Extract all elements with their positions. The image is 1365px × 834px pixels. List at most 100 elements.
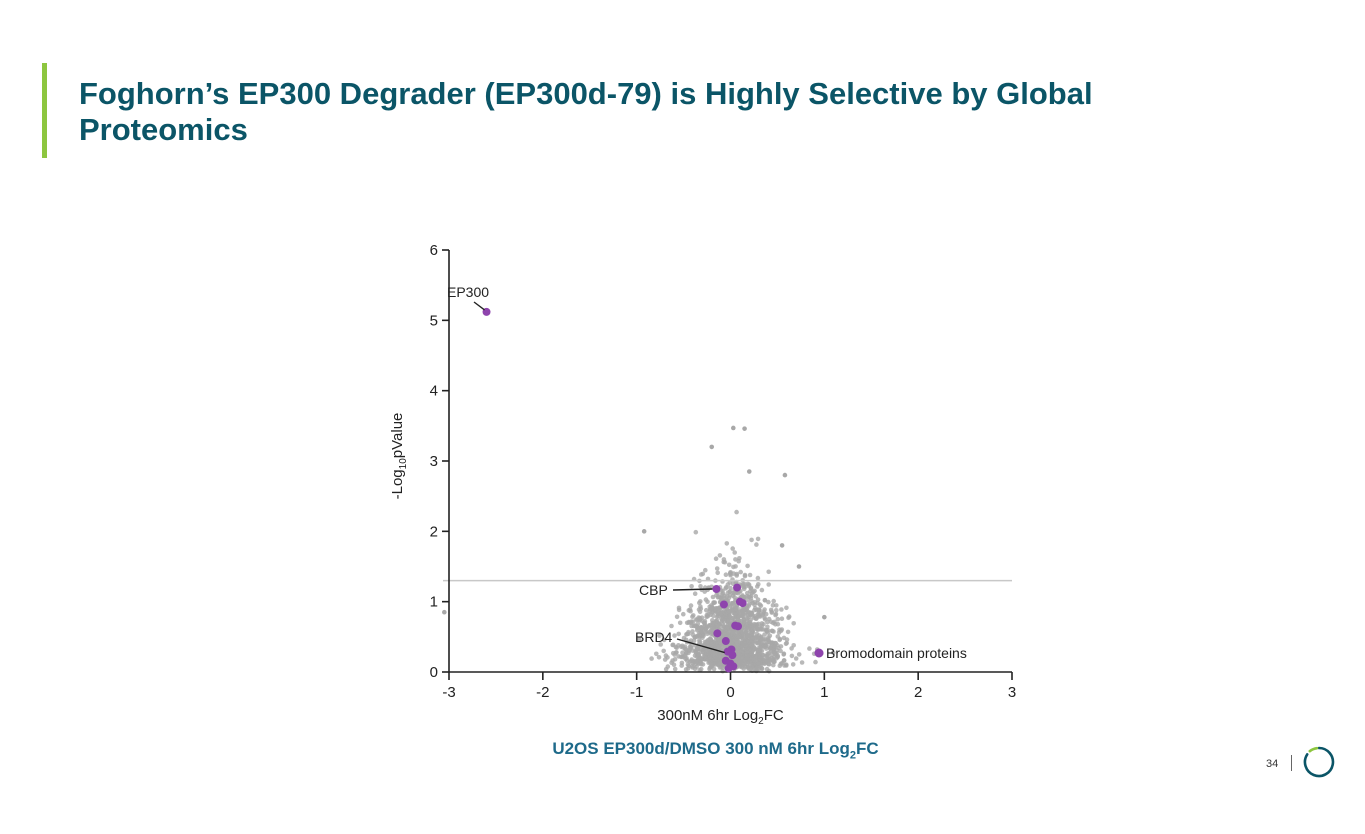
background-point <box>736 614 741 619</box>
background-point <box>713 556 719 561</box>
background-point <box>717 644 722 649</box>
background-point <box>707 604 712 610</box>
background-point <box>694 659 700 664</box>
y-tick-label: 3 <box>430 453 438 470</box>
bromodomain-point <box>724 664 733 673</box>
background-point <box>702 639 708 645</box>
background-point <box>758 638 763 644</box>
background-point <box>685 662 691 667</box>
background-point <box>734 633 740 639</box>
background-point <box>677 620 683 626</box>
background-point <box>765 619 770 625</box>
background-point <box>704 607 709 613</box>
background-point <box>779 627 785 632</box>
background-point <box>714 658 719 664</box>
background-point <box>692 666 698 671</box>
background-point <box>715 570 720 576</box>
background-point <box>752 588 757 594</box>
background-point <box>763 611 769 617</box>
background-point <box>717 656 723 662</box>
background-point <box>770 603 776 608</box>
background-point <box>715 595 721 600</box>
background-point <box>756 655 762 661</box>
background-point <box>774 648 780 653</box>
background-point <box>699 615 705 620</box>
background-point <box>714 651 720 657</box>
background-point <box>703 567 708 573</box>
background-point <box>649 656 654 661</box>
bromodomain-point <box>712 585 721 594</box>
background-point <box>692 623 698 628</box>
background-point <box>687 607 693 612</box>
background-point <box>724 585 729 590</box>
background-point <box>740 609 746 615</box>
y-tick-label: 0 <box>430 664 438 681</box>
background-point <box>755 575 761 581</box>
background-point <box>669 623 674 629</box>
background-point <box>717 553 723 558</box>
background-point <box>719 616 724 621</box>
background-point <box>755 584 760 589</box>
background-point <box>694 628 700 633</box>
background-point <box>696 645 701 650</box>
background-point <box>745 597 750 602</box>
legend-marker <box>814 648 824 658</box>
background-point <box>714 614 720 620</box>
background-point <box>756 661 761 666</box>
background-point <box>697 638 702 643</box>
x-tick-label: -3 <box>442 684 455 701</box>
background-point <box>791 621 796 626</box>
background-point <box>727 580 733 585</box>
background-point <box>709 657 714 663</box>
background-point <box>713 640 719 646</box>
background-point <box>779 607 784 612</box>
background-point <box>699 625 704 630</box>
y-tick-label: 6 <box>430 242 438 259</box>
background-point <box>676 605 682 611</box>
background-point <box>783 641 789 647</box>
x-tick-label: 1 <box>820 684 828 701</box>
background-point <box>745 563 750 569</box>
background-point <box>735 650 741 656</box>
background-point <box>734 644 739 650</box>
y-tick-label: 4 <box>430 383 438 400</box>
outlier-point <box>746 469 752 474</box>
background-point <box>762 598 768 603</box>
background-point <box>758 603 764 609</box>
background-point <box>781 652 786 657</box>
background-point <box>755 536 761 542</box>
background-point <box>694 633 700 639</box>
background-point <box>745 653 751 658</box>
background-point <box>730 604 735 610</box>
x-tick-label: 0 <box>726 684 734 701</box>
background-point <box>657 633 662 639</box>
outlier-point <box>822 614 827 620</box>
caption-tail: FC <box>856 739 879 758</box>
background-point <box>755 635 761 641</box>
background-point <box>693 529 699 535</box>
annotation-leader-line <box>473 301 485 311</box>
background-point <box>765 637 770 642</box>
background-point <box>796 652 802 657</box>
background-point <box>678 654 684 660</box>
background-point <box>719 592 725 597</box>
background-point <box>654 651 659 657</box>
background-point <box>766 599 771 605</box>
background-point <box>730 616 736 621</box>
y-tick-label: 5 <box>430 312 438 329</box>
outlier-point <box>731 425 736 431</box>
outlier-point <box>742 426 747 431</box>
annotation-label: CBP <box>639 582 668 598</box>
background-point <box>755 600 760 606</box>
background-point <box>662 657 668 662</box>
background-point <box>760 652 766 658</box>
background-point <box>728 572 733 578</box>
background-point <box>781 658 787 663</box>
background-point <box>699 629 704 634</box>
background-point <box>739 632 744 637</box>
background-point <box>722 560 728 565</box>
background-point <box>765 654 770 660</box>
background-point <box>724 594 730 599</box>
background-point <box>663 653 669 658</box>
